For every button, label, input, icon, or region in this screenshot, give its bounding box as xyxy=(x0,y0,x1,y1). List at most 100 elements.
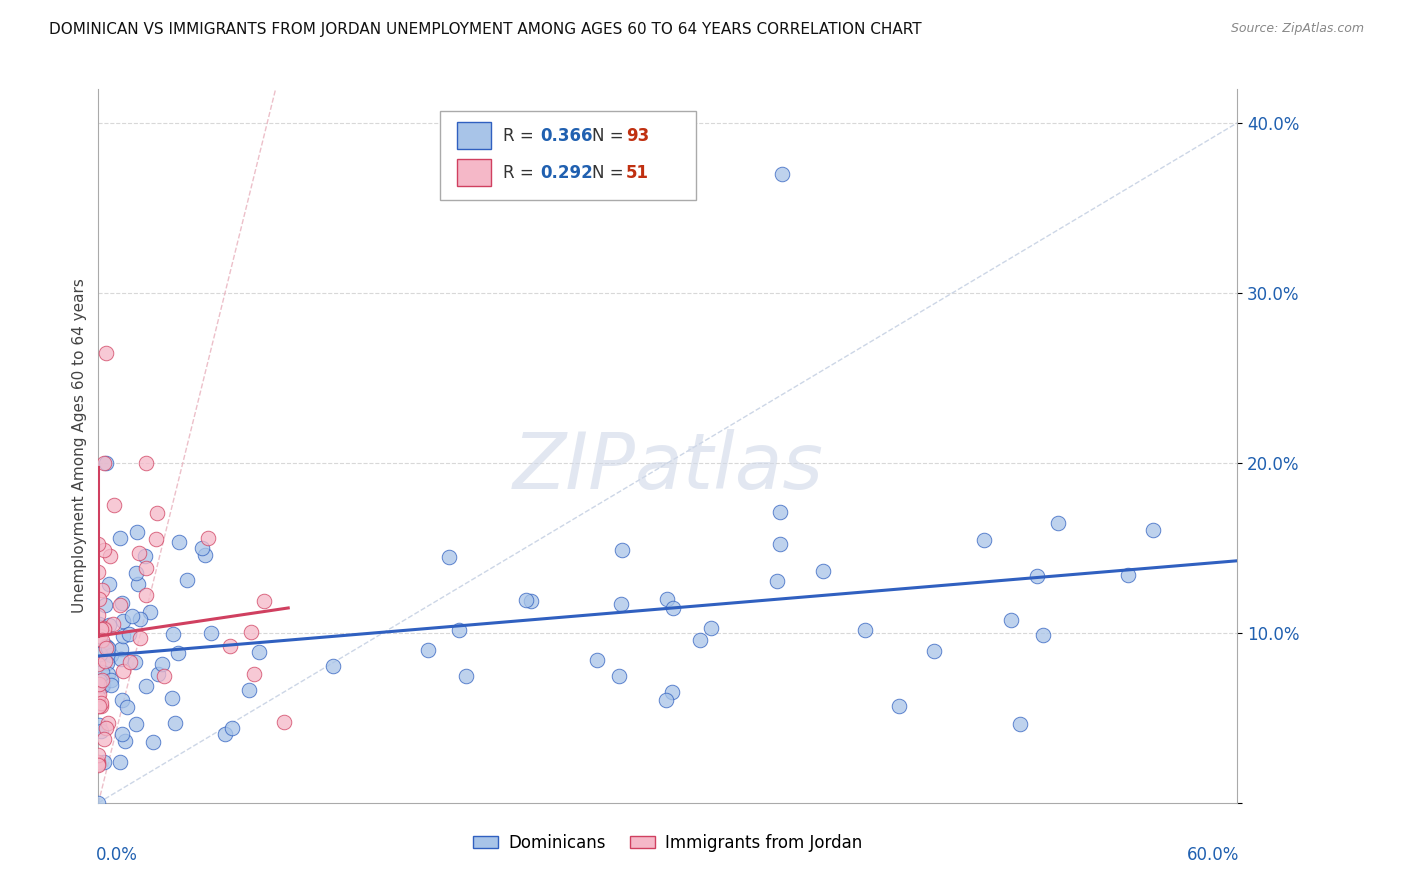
Point xyxy=(160,690,183,705)
Text: N =: N = xyxy=(592,127,628,145)
Point xyxy=(89,647,111,661)
Text: 51: 51 xyxy=(626,164,648,182)
Point xyxy=(91,633,114,648)
Point xyxy=(922,644,945,658)
Point xyxy=(1010,717,1032,731)
Point xyxy=(90,698,112,713)
Text: DOMINICAN VS IMMIGRANTS FROM JORDAN UNEMPLOYMENT AMONG AGES 60 TO 64 YEARS CORRE: DOMINICAN VS IMMIGRANTS FROM JORDAN UNEM… xyxy=(49,22,922,37)
FancyBboxPatch shape xyxy=(457,122,491,149)
Point xyxy=(118,627,141,641)
Point xyxy=(91,678,114,692)
Point xyxy=(200,625,222,640)
Point xyxy=(520,594,543,608)
Point xyxy=(142,734,165,748)
Point xyxy=(89,687,111,701)
Point xyxy=(661,600,683,615)
Point xyxy=(93,598,115,612)
Point xyxy=(87,690,110,704)
Point xyxy=(887,698,910,713)
Point xyxy=(610,543,633,558)
Point xyxy=(101,617,124,632)
Point xyxy=(87,565,110,579)
Point xyxy=(111,727,134,741)
FancyBboxPatch shape xyxy=(440,111,696,200)
Point xyxy=(811,564,834,578)
Point xyxy=(98,618,121,632)
Point xyxy=(194,548,217,562)
Point xyxy=(87,758,110,772)
Point xyxy=(1142,523,1164,537)
Point xyxy=(655,693,678,707)
Point xyxy=(120,655,142,669)
Point xyxy=(87,677,110,691)
Point xyxy=(110,652,132,666)
Point xyxy=(90,623,112,637)
Point xyxy=(125,566,148,581)
Point xyxy=(124,656,146,670)
Point xyxy=(127,525,149,540)
Point xyxy=(197,531,219,545)
Point xyxy=(108,531,131,545)
Point xyxy=(515,593,537,607)
Point xyxy=(607,668,630,682)
Point xyxy=(253,594,276,608)
Point xyxy=(96,657,118,671)
Point xyxy=(770,167,793,181)
Point xyxy=(689,632,711,647)
Point xyxy=(150,657,173,671)
Text: 0.292: 0.292 xyxy=(540,164,593,182)
Text: N =: N = xyxy=(592,164,628,182)
Point xyxy=(91,680,114,694)
Point xyxy=(135,561,157,575)
Point xyxy=(456,669,478,683)
Text: ZIPatlas: ZIPatlas xyxy=(512,429,824,506)
Point xyxy=(769,505,792,519)
Point xyxy=(1032,628,1054,642)
Point xyxy=(1116,567,1139,582)
Point xyxy=(97,715,120,730)
Text: 0.0%: 0.0% xyxy=(96,846,138,863)
Point xyxy=(90,673,112,687)
Point xyxy=(93,622,115,636)
Point xyxy=(163,716,186,731)
Text: 0.366: 0.366 xyxy=(540,127,593,145)
Point xyxy=(96,640,118,655)
Point xyxy=(176,574,198,588)
Point xyxy=(238,682,260,697)
Point xyxy=(273,714,295,729)
Point xyxy=(769,537,792,551)
Point xyxy=(1047,516,1070,530)
Point xyxy=(87,796,110,810)
Point xyxy=(96,456,118,470)
Point xyxy=(114,734,136,748)
Point xyxy=(90,724,112,739)
Point xyxy=(97,640,120,655)
Y-axis label: Unemployment Among Ages 60 to 64 years: Unemployment Among Ages 60 to 64 years xyxy=(72,278,87,614)
Text: R =: R = xyxy=(503,164,538,182)
Point xyxy=(94,653,117,667)
Point xyxy=(94,721,117,735)
Point xyxy=(240,624,263,639)
Point xyxy=(87,718,110,732)
Point xyxy=(135,680,157,694)
Point xyxy=(87,607,110,622)
Point xyxy=(135,588,157,602)
Point xyxy=(214,727,236,741)
Point xyxy=(111,596,134,610)
Text: 93: 93 xyxy=(626,127,650,145)
Point xyxy=(1026,568,1049,582)
Point xyxy=(134,549,156,563)
Point xyxy=(93,543,115,558)
Point xyxy=(128,546,150,560)
Point xyxy=(247,645,270,659)
Point xyxy=(242,666,264,681)
Point xyxy=(91,583,114,598)
Point xyxy=(93,732,115,747)
Point xyxy=(93,456,115,470)
Point xyxy=(973,533,995,548)
Point xyxy=(97,667,120,681)
Point xyxy=(87,757,110,772)
Point xyxy=(167,646,190,660)
Point xyxy=(89,592,111,607)
Point xyxy=(610,597,633,611)
